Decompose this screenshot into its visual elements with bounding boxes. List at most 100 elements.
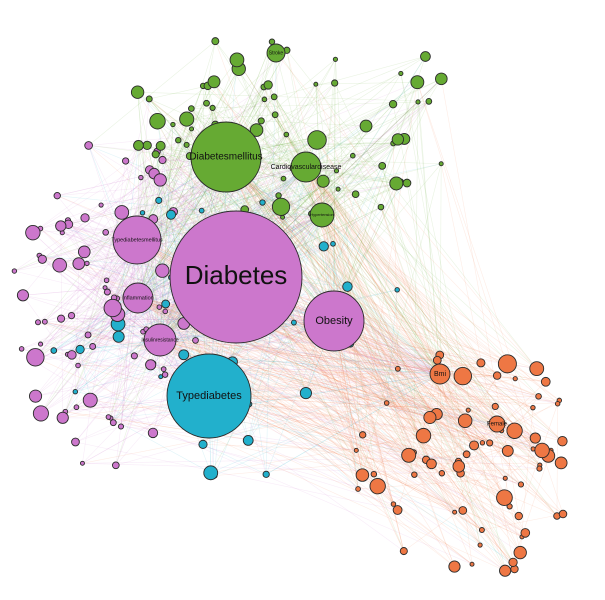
node — [465, 407, 471, 413]
edge — [321, 214, 438, 361]
node — [55, 220, 67, 232]
edge — [335, 59, 363, 476]
edge — [362, 163, 442, 476]
node — [508, 557, 518, 567]
edge — [264, 99, 441, 375]
node — [198, 207, 205, 214]
node — [557, 435, 568, 447]
node — [50, 347, 58, 354]
edge — [380, 206, 537, 369]
edge — [137, 297, 233, 363]
edge — [137, 297, 483, 531]
edge — [71, 315, 81, 350]
edge — [65, 128, 192, 412]
edge — [35, 169, 150, 358]
edge — [315, 84, 427, 460]
edge — [137, 297, 526, 534]
node — [469, 440, 480, 451]
node — [399, 547, 408, 556]
edge — [53, 344, 148, 351]
edge — [42, 173, 155, 260]
edge — [105, 232, 490, 444]
edge — [355, 194, 424, 436]
edge — [321, 214, 483, 531]
edge — [34, 136, 317, 362]
edge — [78, 364, 151, 366]
node — [133, 140, 144, 151]
edge — [305, 166, 534, 450]
edge — [400, 73, 506, 571]
edge — [170, 180, 324, 216]
label-insulinresistance: Insulinresistance — [141, 337, 178, 343]
node — [520, 528, 531, 538]
node — [477, 542, 483, 548]
edge — [321, 214, 441, 375]
edge — [117, 314, 509, 496]
edge — [137, 91, 429, 102]
edge — [275, 52, 282, 207]
node — [89, 343, 97, 350]
edge — [417, 82, 534, 450]
node — [179, 111, 195, 127]
node — [35, 319, 41, 326]
edge — [208, 395, 560, 401]
edge — [215, 40, 541, 466]
edge — [321, 214, 432, 464]
edge — [159, 339, 466, 422]
node-stroke — [266, 43, 286, 63]
node — [462, 450, 471, 459]
edge — [146, 119, 188, 330]
node — [398, 70, 404, 77]
edge — [262, 163, 442, 203]
node — [534, 442, 550, 459]
edge — [321, 214, 560, 401]
node — [188, 105, 195, 112]
node — [497, 354, 517, 374]
edge — [305, 166, 440, 356]
node-hypertension — [309, 202, 335, 228]
edge — [208, 395, 558, 405]
edge — [337, 188, 537, 369]
edge — [44, 321, 552, 451]
edge — [62, 339, 161, 419]
edge — [173, 178, 284, 212]
node — [84, 141, 93, 150]
edge — [315, 84, 323, 216]
edge — [68, 224, 139, 299]
node — [401, 447, 417, 463]
node-diabetesmellitus — [190, 121, 262, 193]
edge — [67, 220, 139, 299]
label-stroke: Stroke — [269, 50, 284, 56]
node — [271, 111, 279, 119]
edge — [82, 462, 442, 474]
node — [476, 358, 486, 368]
edge — [137, 297, 506, 571]
edge — [512, 450, 552, 563]
edge — [381, 165, 460, 467]
node — [318, 241, 329, 252]
edge — [305, 166, 464, 377]
edge — [183, 323, 443, 474]
node — [506, 422, 523, 439]
edge — [40, 297, 139, 345]
edge — [393, 396, 539, 505]
label-typediabetes: Typediabetes — [176, 390, 242, 402]
edge — [260, 120, 335, 322]
edge — [305, 166, 534, 450]
edge — [74, 263, 80, 392]
edge — [42, 258, 558, 405]
edge — [278, 195, 481, 546]
edge — [321, 78, 442, 216]
node — [388, 99, 398, 109]
edge — [65, 156, 227, 412]
edge — [225, 156, 508, 365]
edge — [380, 101, 430, 208]
edge — [37, 103, 394, 323]
edge — [117, 298, 441, 375]
node — [291, 319, 297, 326]
node — [130, 352, 138, 360]
edge — [439, 373, 505, 498]
node — [316, 174, 330, 188]
node — [166, 209, 177, 220]
node — [270, 93, 278, 101]
